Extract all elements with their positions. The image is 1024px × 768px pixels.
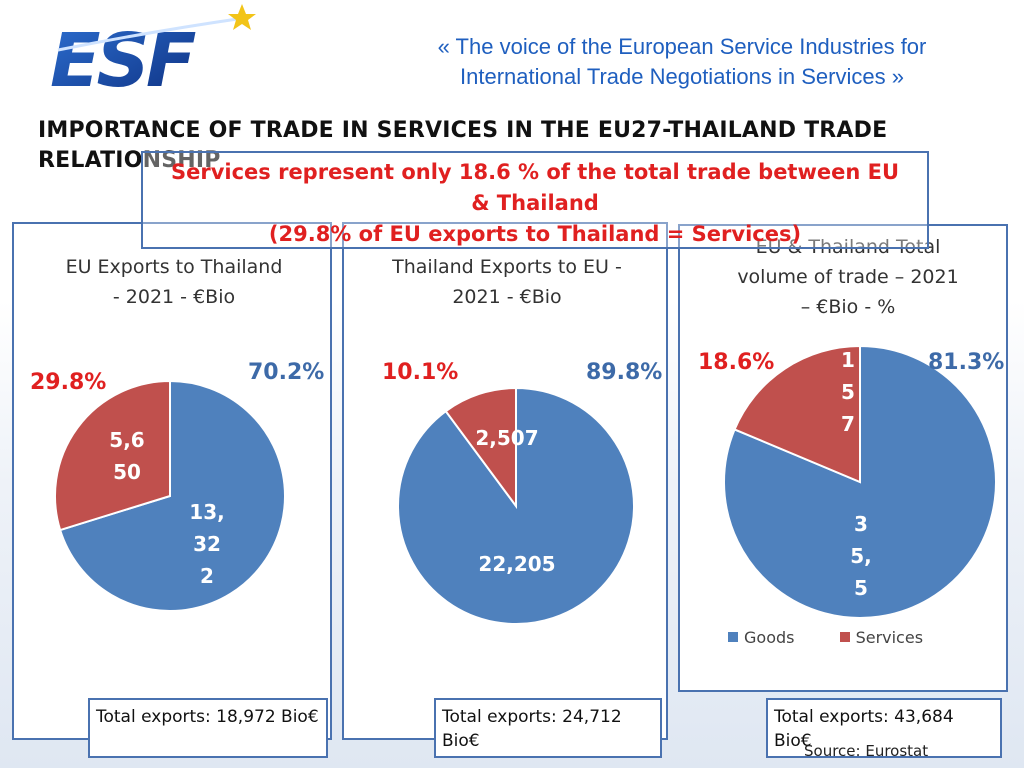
chart-title-line-2: volume of trade – 2021	[737, 266, 959, 288]
chart-title: Thailand Exports to EU - 2021 - €Bio	[354, 252, 660, 312]
slice-label-services: 1 5 7	[823, 344, 873, 440]
chart-title-line-1: EU Exports to Thailand	[65, 256, 283, 278]
percent-label-services: 18.6%	[698, 350, 775, 375]
percent-label-goods: 70.2%	[248, 360, 325, 385]
callout-line-1: Services represent only 18.6 % of the to…	[170, 160, 900, 184]
slice-label-goods-line-1: 13,	[189, 500, 225, 524]
pie-chart-total-trade	[723, 344, 997, 619]
slice-label-services-line-2: 5	[841, 380, 855, 404]
slice-label-services-line-1: 1	[841, 348, 855, 372]
total-exports-box: Total exports: 18,972 Bio€	[88, 698, 328, 758]
slice-label-services: 5,6 50	[102, 424, 152, 488]
svg-text:ESF: ESF	[50, 18, 196, 94]
callout-box: Services represent only 18.6 % of the to…	[141, 151, 929, 249]
page-title-line-1: IMPORTANCE OF TRADE IN SERVICES IN THE E…	[38, 118, 888, 143]
slice-label-goods-line-2: 32	[193, 532, 221, 556]
slice-label-services-line-1: 2,507	[475, 426, 539, 450]
chart-title-line-1: Thailand Exports to EU -	[392, 256, 622, 278]
chart-title-line-3: – €Bio - %	[800, 296, 896, 318]
slice-label-goods: 3 5, 5	[836, 508, 886, 604]
slice-label-goods-line-3: 2	[200, 564, 214, 588]
callout-line-3: (29.8% of EU exports to Thailand = Servi…	[268, 222, 802, 246]
pie-slice-services	[444, 386, 517, 510]
chart-title: EU Exports to Thailand - 2021 - €Bio	[24, 252, 324, 312]
chart-panel-thailand-exports: Thailand Exports to EU - 2021 - €Bio 89.…	[342, 222, 668, 740]
total-exports-box: Total exports: 24,712 Bio€	[434, 698, 662, 758]
chart-title-line-2: - 2021 - €Bio	[112, 286, 236, 308]
slice-label-goods-line-1: 3	[854, 512, 868, 536]
legend-item-goods: Goods	[728, 628, 794, 647]
chart-legend: Goods Services	[728, 628, 963, 647]
chart-title-line-2: 2021 - €Bio	[452, 286, 562, 308]
chart-panel-total-trade: EU & Thailand Total volume of trade – 20…	[678, 224, 1008, 692]
pie-chart-eu-exports	[54, 379, 286, 612]
percent-label-goods: 81.3%	[928, 350, 1005, 375]
total-exports-box: Total exports: 43,684 Bio€	[766, 698, 1002, 758]
legend-item-services: Services	[839, 628, 924, 647]
slice-label-goods: 13, 32 2	[182, 496, 232, 592]
legend-swatch-services	[839, 632, 850, 642]
tagline: « The voice of the European Service Indu…	[372, 32, 992, 92]
percent-label-services: 29.8%	[30, 370, 107, 395]
slice-label-goods-line-1: 22,205	[478, 552, 556, 576]
callout-line-2: & Thailand	[471, 191, 599, 215]
tagline-line-1: « The voice of the European Service Indu…	[437, 34, 927, 59]
slice-label-services: 2,507	[464, 422, 550, 454]
slice-label-goods: 22,205	[462, 548, 572, 580]
star-icon	[228, 4, 256, 30]
pie-slice-services	[733, 344, 861, 484]
legend-label-goods: Goods	[744, 628, 795, 647]
esf-logo: ESF	[50, 4, 256, 94]
slice-label-services-line-1: 5,6	[109, 428, 145, 452]
slice-label-goods-line-3: 5	[854, 576, 868, 600]
source-note: Source: Eurostat	[804, 742, 929, 760]
legend-swatch-goods	[728, 632, 738, 642]
slice-label-services-line-3: 7	[841, 412, 855, 436]
pie-slice-goods	[58, 379, 286, 612]
chart-panel-eu-exports: EU Exports to Thailand - 2021 - €Bio 70.…	[12, 222, 332, 740]
legend-label-services: Services	[855, 628, 924, 647]
tagline-line-2: International Trade Negotiations in Serv…	[460, 64, 904, 89]
pie-chart-thailand-exports	[397, 386, 635, 625]
pie-slice-services	[54, 379, 171, 532]
percent-label-services: 10.1%	[382, 360, 459, 385]
slice-label-services-line-2: 50	[113, 460, 141, 484]
percent-label-goods: 89.8%	[586, 360, 663, 385]
slice-label-goods-line-2: 5,	[850, 544, 872, 568]
